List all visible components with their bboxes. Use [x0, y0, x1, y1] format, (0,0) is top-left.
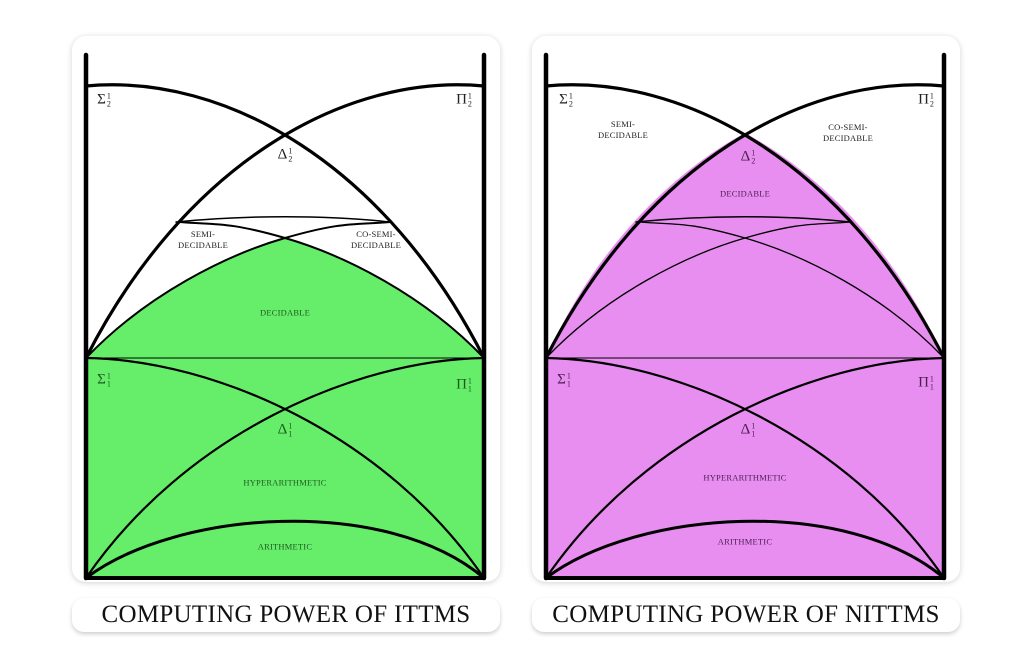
greek-symbol: Π — [918, 374, 929, 391]
label-line: DECIDABLE — [351, 240, 401, 250]
subscript: 1 — [751, 429, 756, 439]
label-line: DECIDABLE — [823, 133, 873, 143]
subscript: 2 — [568, 99, 573, 109]
subscript: 1 — [106, 379, 111, 389]
greek-symbol: Δ — [740, 148, 751, 165]
superscript: 1 — [106, 91, 111, 101]
superscript: 1 — [288, 421, 293, 431]
decidable-label: DECIDABLE — [720, 188, 770, 199]
greek-symbol: Δ — [277, 421, 288, 438]
subscript: 2 — [467, 99, 472, 109]
sigma1-boundary — [84, 356, 486, 580]
subscript: 2 — [751, 156, 756, 166]
semi-decidable-boundary — [85, 221, 391, 359]
greek-symbol: Σ — [557, 371, 566, 388]
hyper-label: HYPERARITHMETIC — [703, 472, 787, 483]
semi-top-edge — [175, 216, 391, 223]
superscript: 1 — [106, 371, 111, 381]
ittms-caption: COMPUTING POWER OF ITTMS — [72, 598, 500, 632]
greek-symbol: Σ — [97, 91, 106, 108]
nittms-caption: COMPUTING POWER OF NITTMS — [532, 598, 960, 632]
arith-label: ARITHMETIC — [257, 541, 313, 552]
greek-symbol: Π — [456, 91, 467, 108]
semi-top-edge — [635, 216, 851, 223]
cosemi-label: CO-SEMI- DECIDABLE — [823, 122, 873, 144]
greek-symbol: Σ — [97, 371, 106, 388]
ittms-diagram: Σ 1 2 Π 1 2 Δ 1 2 SEMI- DECIDABLE CO-SEMI- DECIDABLE… — [83, 52, 487, 581]
arithmetic-boundary — [544, 519, 946, 580]
superscript: 1 — [288, 146, 293, 156]
superscript: 1 — [568, 91, 573, 101]
decidable-label: DECIDABLE — [260, 307, 310, 318]
hierarchy-drawing — [543, 52, 947, 581]
subscript: 1 — [288, 429, 293, 439]
sigma1-boundary — [544, 356, 946, 580]
sigma2-boundary — [84, 83, 486, 360]
superscript: 1 — [467, 376, 472, 386]
hyper-label: HYPERARITHMETIC — [243, 477, 327, 488]
label-line: CO-SEMI- — [828, 122, 868, 132]
nittms-diagram-card: Σ 1 2 Π 1 2 Δ 1 2 SEMI- DECIDABLE CO-SEMI- DECIDABLE… — [532, 36, 960, 582]
ittms-diagram-card: Σ 1 2 Π 1 2 Δ 1 2 SEMI- DECIDABLE CO-SEMI- DECIDABLE… — [72, 36, 500, 582]
subscript: 2 — [106, 99, 111, 109]
greek-symbol: Δ — [740, 421, 751, 438]
label-line: CO-SEMI- — [356, 229, 396, 239]
superscript: 1 — [751, 421, 756, 431]
sigma2-boundary — [544, 83, 946, 360]
greek-symbol: Π — [918, 91, 929, 108]
subscript: 1 — [467, 384, 472, 394]
greek-symbol: Σ — [559, 91, 568, 108]
subscript: 2 — [929, 99, 934, 109]
subscript: 1 — [566, 379, 571, 389]
nittms-diagram: Σ 1 2 Π 1 2 Δ 1 2 SEMI- DECIDABLE CO-SEMI- DECIDABLE… — [543, 52, 947, 581]
hierarchy-drawing — [83, 52, 487, 581]
pi2-boundary — [84, 83, 486, 360]
subscript: 2 — [288, 154, 293, 164]
subscript: 1 — [929, 382, 934, 392]
co-semi-decidable-boundary — [179, 221, 485, 359]
label-line: SEMI- — [610, 119, 636, 129]
superscript: 1 — [929, 374, 934, 384]
superscript: 1 — [566, 371, 571, 381]
greek-symbol: Δ — [277, 146, 288, 163]
label-line: DECIDABLE — [178, 240, 228, 250]
superscript: 1 — [751, 148, 756, 158]
greek-symbol: Π — [456, 376, 467, 393]
arithmetic-boundary — [84, 519, 486, 580]
co-semi-decidable-boundary — [639, 221, 945, 359]
cosemi-label: CO-SEMI- DECIDABLE — [351, 229, 401, 251]
semi-label: SEMI- DECIDABLE — [598, 119, 648, 141]
pi1-boundary — [84, 356, 486, 580]
semi-decidable-boundary — [545, 221, 851, 359]
pi1-boundary — [544, 356, 946, 580]
superscript: 1 — [929, 91, 934, 101]
label-line: DECIDABLE — [598, 130, 648, 140]
label-line: SEMI- — [190, 229, 216, 239]
delta2-region-fill — [546, 133, 944, 578]
superscript: 1 — [467, 91, 472, 101]
arith-label: ARITHMETIC — [717, 536, 773, 547]
semi-label: SEMI- DECIDABLE — [178, 229, 228, 251]
pi2-boundary — [544, 83, 946, 360]
